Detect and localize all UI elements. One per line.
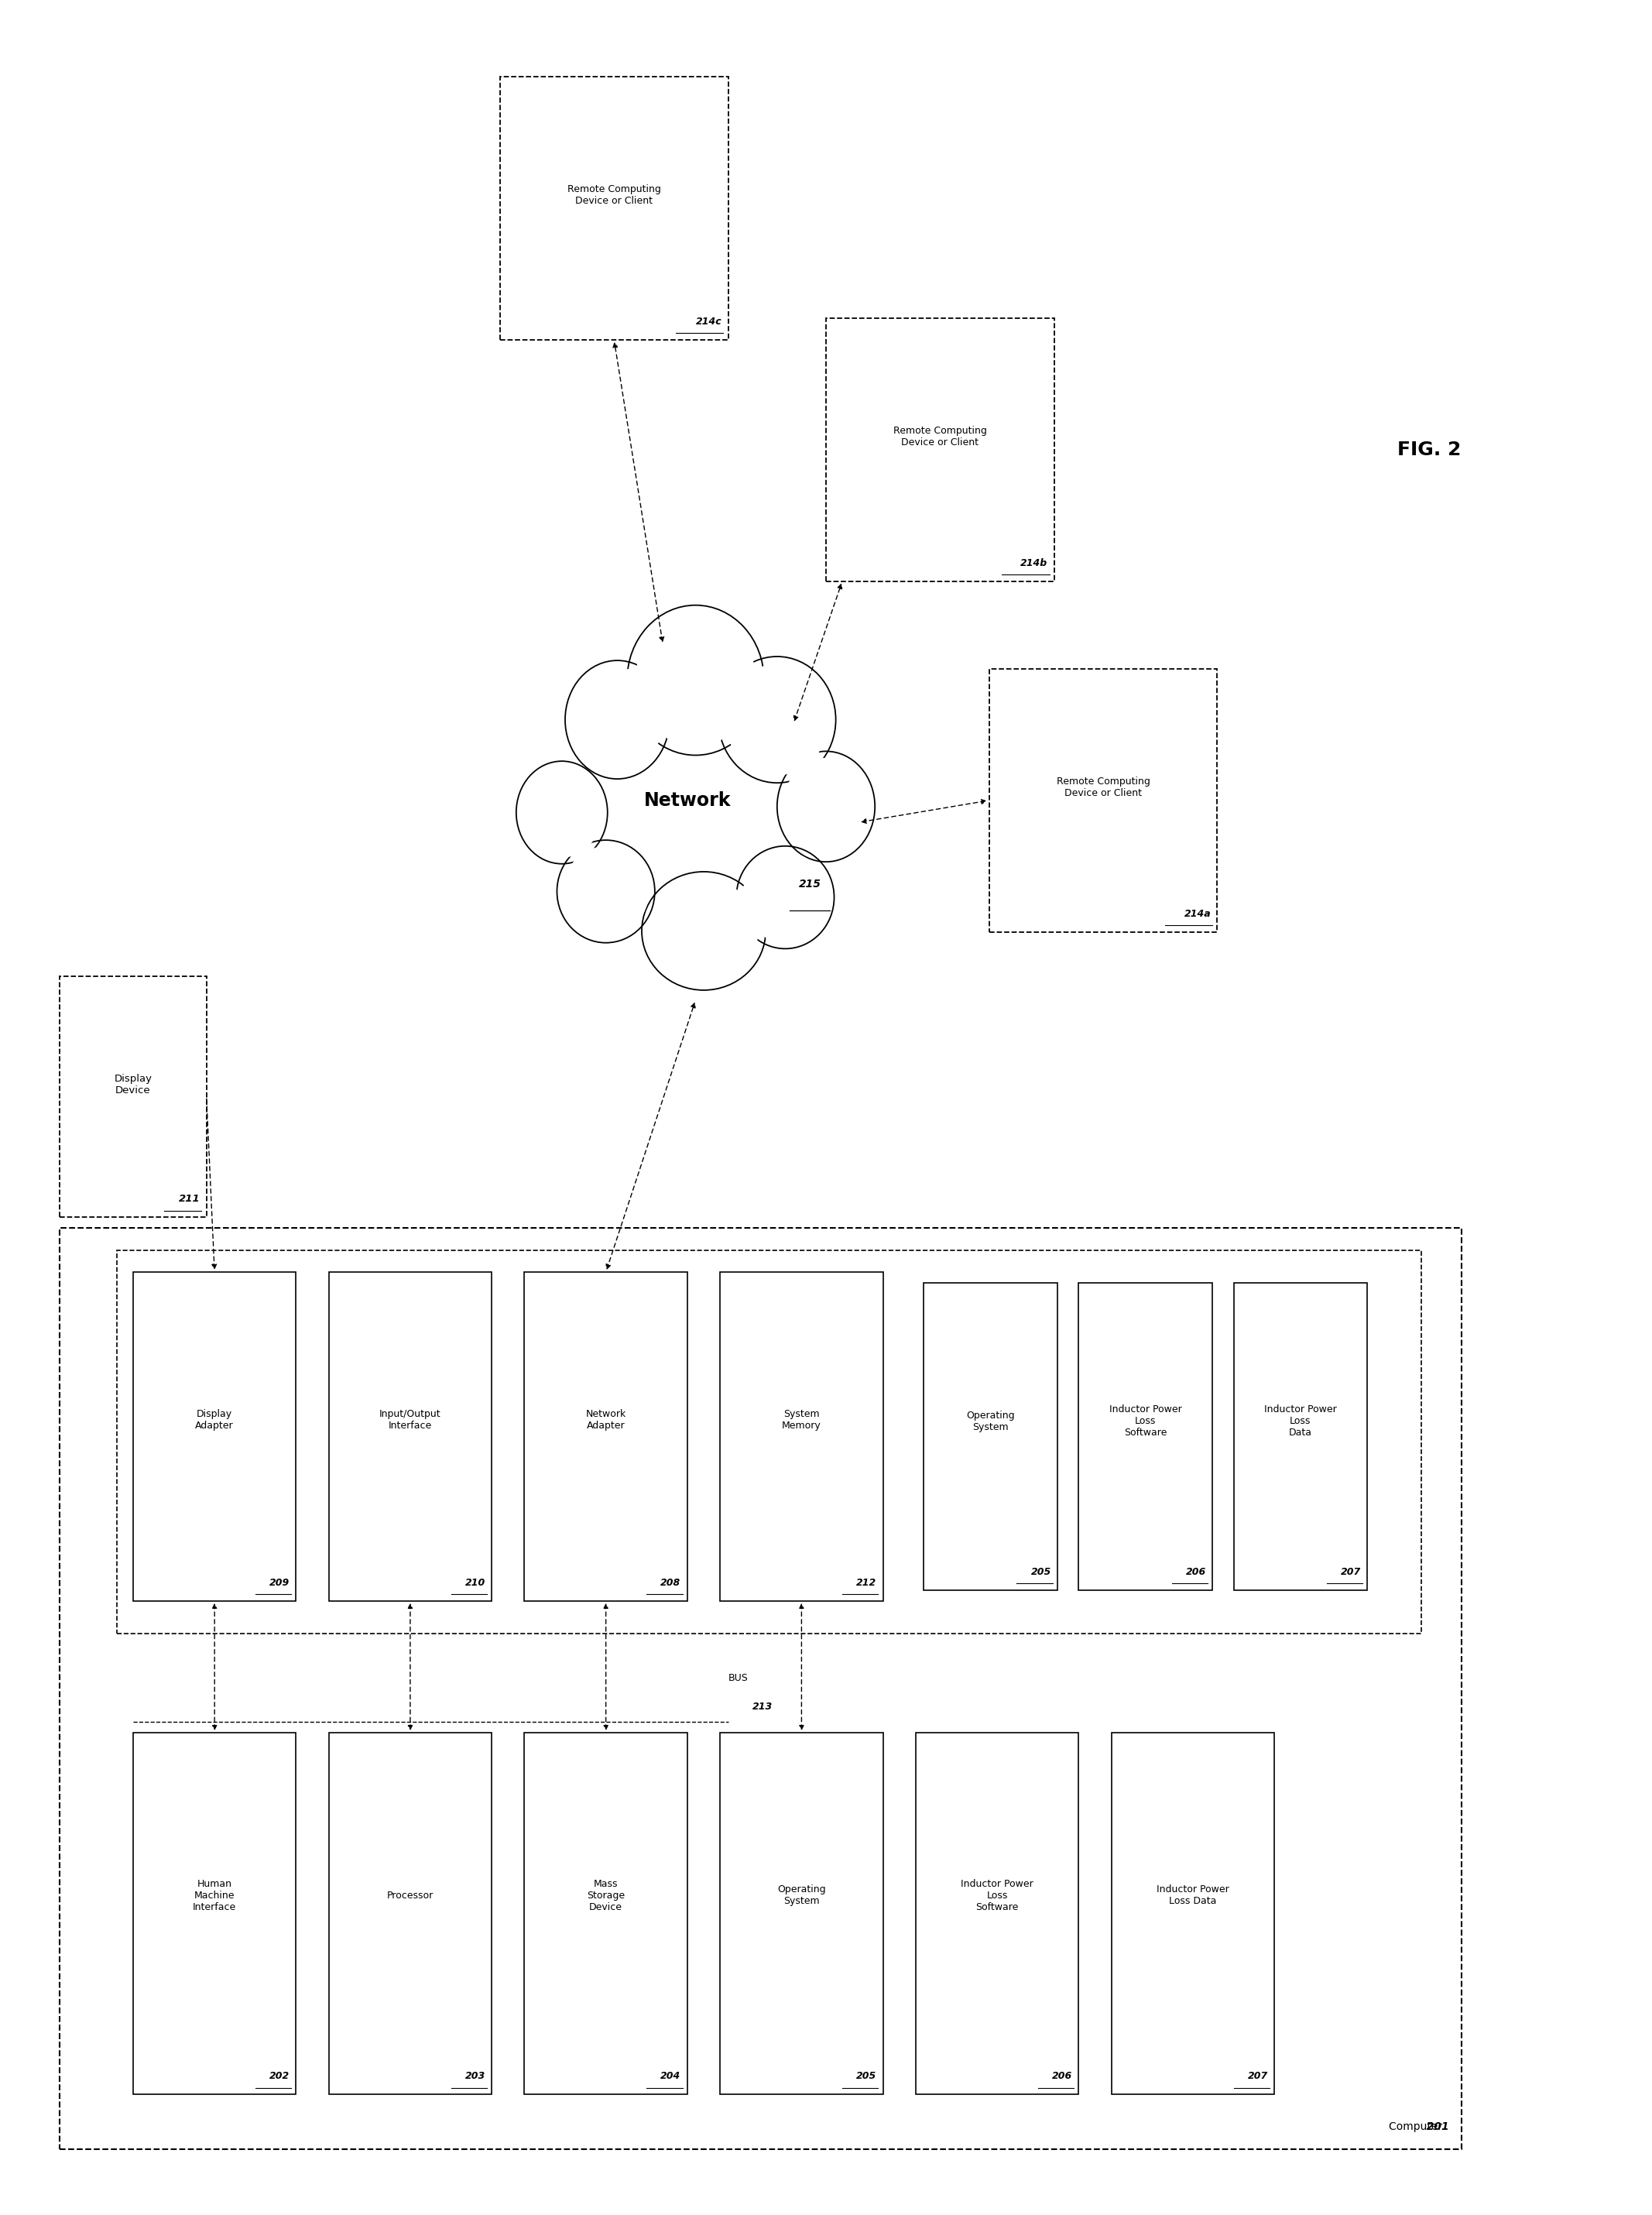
FancyBboxPatch shape xyxy=(720,1271,884,1601)
Text: Computer: Computer xyxy=(1389,2122,1449,2131)
Text: 205: 205 xyxy=(1031,1566,1051,1577)
Text: Processor: Processor xyxy=(387,1889,433,1900)
Text: 208: 208 xyxy=(661,1577,681,1588)
FancyBboxPatch shape xyxy=(915,1732,1079,2095)
FancyBboxPatch shape xyxy=(1112,1732,1274,2095)
Text: Network: Network xyxy=(644,791,730,811)
Text: Remote Computing
Device or Client: Remote Computing Device or Client xyxy=(567,184,661,206)
Text: System
Memory: System Memory xyxy=(781,1409,821,1431)
Ellipse shape xyxy=(628,605,763,755)
FancyBboxPatch shape xyxy=(990,669,1218,933)
FancyBboxPatch shape xyxy=(720,1732,884,2095)
Ellipse shape xyxy=(515,762,608,864)
Text: 205: 205 xyxy=(856,2071,877,2082)
Text: BUS: BUS xyxy=(729,1672,748,1683)
Ellipse shape xyxy=(557,839,654,944)
FancyBboxPatch shape xyxy=(134,1732,296,2095)
Ellipse shape xyxy=(641,873,765,990)
Text: 207: 207 xyxy=(1340,1566,1361,1577)
Text: Remote Computing
Device or Client: Remote Computing Device or Client xyxy=(894,425,986,447)
Text: Inductor Power
Loss
Software: Inductor Power Loss Software xyxy=(1108,1404,1181,1438)
Text: 214a: 214a xyxy=(1184,908,1211,919)
FancyBboxPatch shape xyxy=(117,1249,1421,1635)
Text: Inductor Power
Loss Data: Inductor Power Loss Data xyxy=(1156,1885,1229,1907)
Text: 214c: 214c xyxy=(695,317,722,326)
Text: Operating
System: Operating System xyxy=(966,1411,1014,1433)
Text: Mass
Storage
Device: Mass Storage Device xyxy=(586,1878,624,1912)
Text: Network
Adapter: Network Adapter xyxy=(586,1409,626,1431)
Ellipse shape xyxy=(563,846,649,937)
Text: 202: 202 xyxy=(269,2071,289,2082)
Ellipse shape xyxy=(742,853,828,944)
Text: 214b: 214b xyxy=(1021,558,1047,567)
Ellipse shape xyxy=(572,667,662,771)
Text: Display
Adapter: Display Adapter xyxy=(195,1409,235,1431)
Text: 209: 209 xyxy=(269,1577,289,1588)
FancyBboxPatch shape xyxy=(59,977,206,1218)
Ellipse shape xyxy=(636,614,757,746)
FancyBboxPatch shape xyxy=(923,1282,1057,1590)
Text: 210: 210 xyxy=(464,1577,486,1588)
FancyBboxPatch shape xyxy=(501,78,729,339)
Text: 203: 203 xyxy=(464,2071,486,2082)
Text: 212: 212 xyxy=(856,1577,877,1588)
Text: 204: 204 xyxy=(661,2071,681,2082)
Text: Human
Machine
Interface: Human Machine Interface xyxy=(193,1878,236,1912)
Text: Inductor Power
Loss
Data: Inductor Power Loss Data xyxy=(1264,1404,1336,1438)
Text: 211: 211 xyxy=(178,1194,200,1205)
Text: 215: 215 xyxy=(798,879,821,888)
Text: Operating
System: Operating System xyxy=(778,1885,826,1907)
Ellipse shape xyxy=(776,751,876,862)
Ellipse shape xyxy=(522,766,601,857)
Text: 207: 207 xyxy=(1247,2071,1267,2082)
FancyBboxPatch shape xyxy=(134,1271,296,1601)
Text: FIG. 2: FIG. 2 xyxy=(1398,441,1460,459)
Ellipse shape xyxy=(565,660,669,780)
Text: 206: 206 xyxy=(1052,2071,1072,2082)
Text: Inductor Power
Loss
Software: Inductor Power Loss Software xyxy=(961,1878,1034,1912)
FancyBboxPatch shape xyxy=(1079,1282,1213,1590)
FancyBboxPatch shape xyxy=(329,1271,492,1601)
Ellipse shape xyxy=(649,879,758,983)
FancyBboxPatch shape xyxy=(524,1271,687,1601)
Ellipse shape xyxy=(737,846,834,948)
Text: 213: 213 xyxy=(753,1701,773,1712)
Ellipse shape xyxy=(719,656,836,782)
FancyBboxPatch shape xyxy=(59,1227,1462,2149)
FancyBboxPatch shape xyxy=(1234,1282,1368,1590)
Ellipse shape xyxy=(725,664,829,775)
Text: 201: 201 xyxy=(1389,2122,1449,2131)
Text: Input/Output
Interface: Input/Output Interface xyxy=(380,1409,441,1431)
Text: Remote Computing
Device or Client: Remote Computing Device or Client xyxy=(1056,777,1150,797)
Text: 206: 206 xyxy=(1186,1566,1206,1577)
FancyBboxPatch shape xyxy=(524,1732,687,2095)
Ellipse shape xyxy=(783,758,869,855)
FancyBboxPatch shape xyxy=(826,317,1054,580)
Text: Display
Device: Display Device xyxy=(114,1074,152,1094)
FancyBboxPatch shape xyxy=(329,1732,492,2095)
